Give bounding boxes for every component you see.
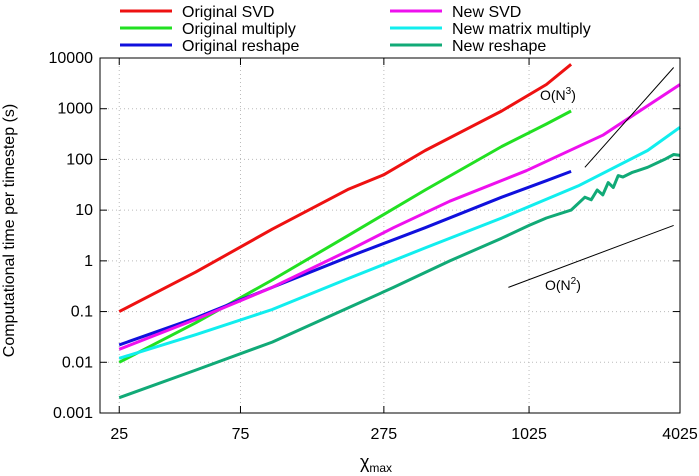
x-axis-label-subscript: max [369, 461, 392, 475]
series-line [118, 126, 681, 360]
legend-label: New matrix multiply [452, 21, 591, 38]
grid [100, 57, 681, 414]
reference-line [508, 224, 674, 288]
legend-label: New SVD [452, 4, 521, 21]
axis-ticks: 25 75 275 1025 4025 0.001 0.01 0.1 1 10 100 1000 100… [49, 50, 698, 443]
annotation-label: O(N2) [545, 276, 581, 293]
x-tick-label: 275 [371, 426, 398, 443]
y-axis-label: Computational time per timestep (s) [1, 104, 18, 357]
x-tick-label: 1025 [511, 426, 547, 443]
series-line [118, 63, 573, 313]
y-tick-label: 10000 [49, 50, 94, 67]
x-tick-label: 75 [232, 426, 250, 443]
x-tick-label: 25 [110, 426, 128, 443]
x-axis-label-main: χ [360, 452, 370, 472]
series-group [118, 63, 681, 400]
legend-label: Original reshape [182, 38, 300, 55]
y-tick-label: 0.01 [62, 354, 93, 371]
x-axis-label: χmax [360, 452, 392, 475]
y-tick-label: 10 [75, 202, 93, 219]
y-tick-label: 1000 [57, 101, 93, 118]
y-tick-label: 1 [84, 253, 93, 270]
plot-frame [99, 57, 681, 414]
reference-lines: O(N3) O(N2) [508, 67, 675, 293]
x-tick-label: 4025 [662, 426, 698, 443]
y-tick-label: 0.1 [71, 304, 93, 321]
reference-line [584, 67, 675, 168]
legend-label: Original multiply [182, 21, 296, 38]
legend-label: New reshape [452, 38, 546, 55]
series-line [118, 153, 681, 400]
series-line [118, 83, 681, 351]
y-tick-label: 100 [66, 151, 93, 168]
y-tick-label: 0.001 [53, 405, 93, 422]
legend-label: Original SVD [182, 4, 274, 21]
series-line [118, 169, 572, 347]
annotation-label: O(N3) [540, 86, 576, 103]
